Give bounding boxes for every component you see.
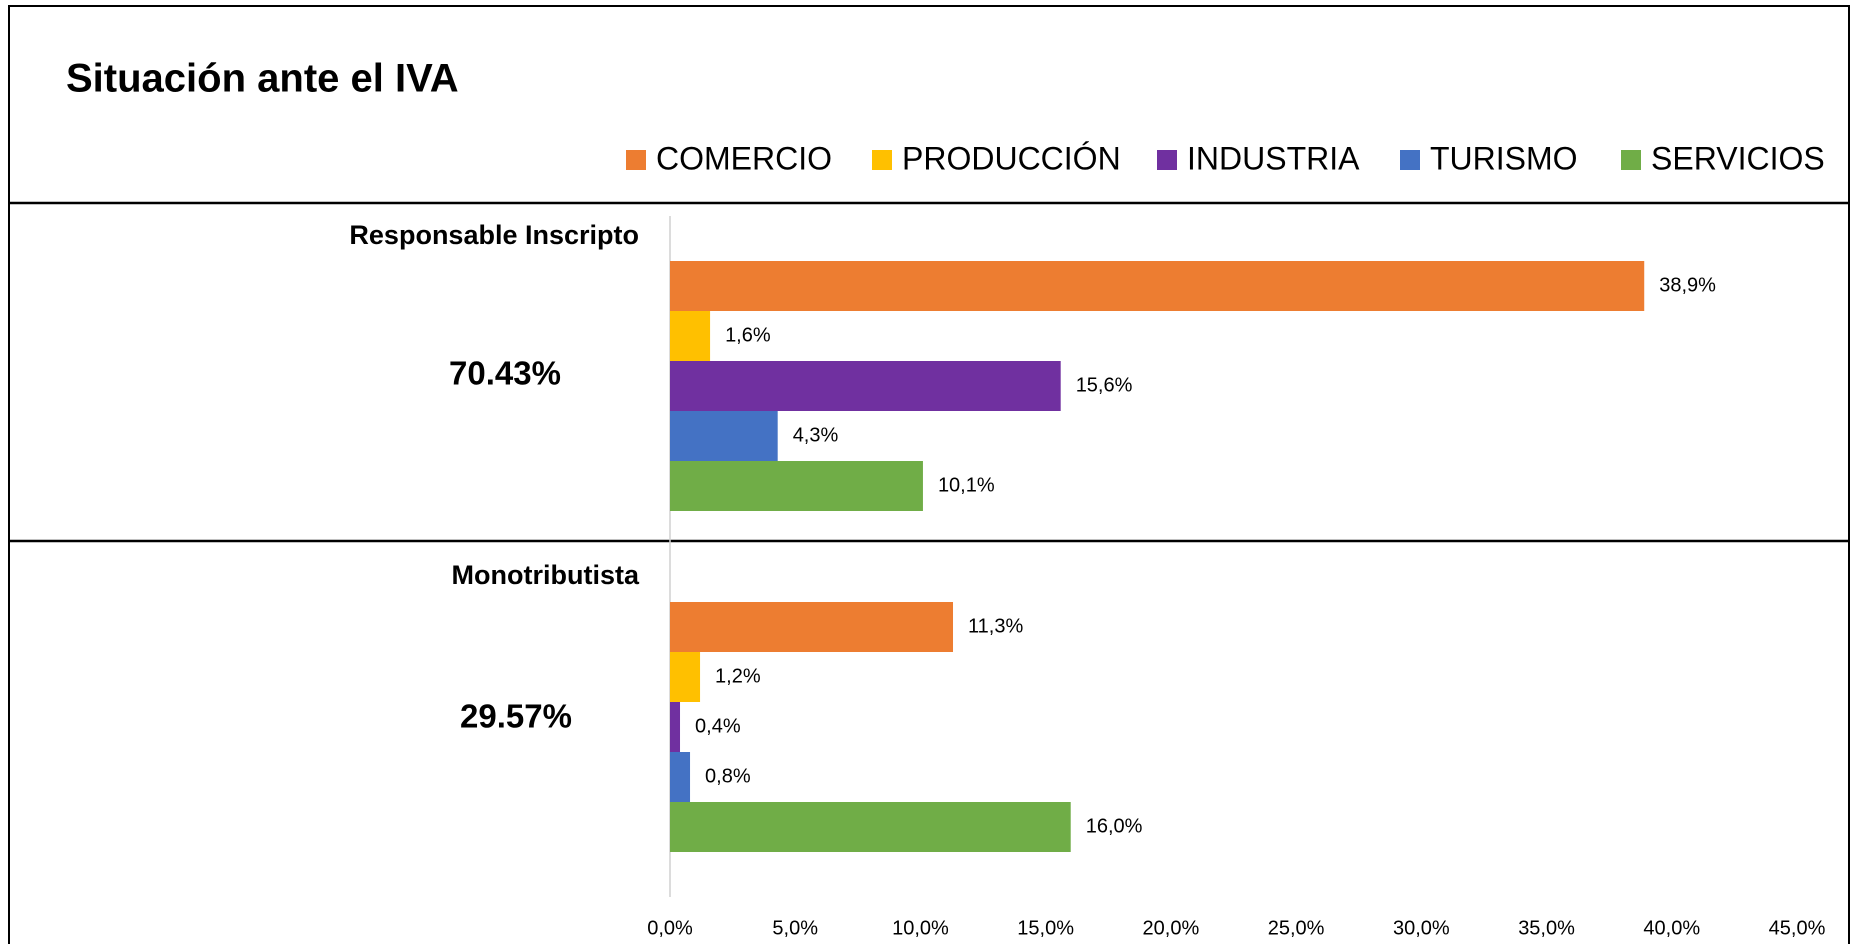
bar	[670, 652, 701, 702]
annotation: 70.43%	[449, 355, 561, 392]
legend-swatch	[872, 150, 892, 170]
x-tick-label: 45,0%	[1769, 917, 1826, 939]
x-tick-label: 20,0%	[1143, 917, 1200, 939]
x-tick-label: 40,0%	[1643, 917, 1700, 939]
value-label: 38,9%	[1659, 274, 1716, 296]
bar	[670, 261, 1645, 311]
bar	[670, 802, 1071, 852]
legend-label: TURISMO	[1430, 140, 1578, 176]
legend-swatch	[1400, 150, 1420, 170]
x-tick-label: 35,0%	[1518, 917, 1575, 939]
legend-label: SERVICIOS	[1651, 140, 1825, 176]
value-label: 16,0%	[1086, 815, 1143, 837]
bar	[670, 461, 923, 511]
category-label: Responsable Inscripto	[349, 220, 639, 250]
legend-label: COMERCIO	[656, 140, 832, 176]
bar	[670, 411, 778, 461]
bar	[670, 702, 681, 752]
x-tick-label: 25,0%	[1268, 917, 1325, 939]
value-label: 0,8%	[705, 765, 751, 787]
bar	[670, 311, 711, 361]
value-label: 1,6%	[725, 324, 771, 346]
category-label: Monotributista	[452, 560, 640, 590]
bar	[670, 361, 1061, 411]
x-tick-label: 10,0%	[892, 917, 949, 939]
value-label: 15,6%	[1076, 374, 1133, 396]
chart-title: Situación ante el IVA	[66, 57, 459, 101]
value-label: 10,1%	[938, 474, 995, 496]
x-tick-label: 0,0%	[647, 917, 693, 939]
legend-label: PRODUCCIÓN	[902, 140, 1121, 176]
annotation: 29.57%	[460, 698, 572, 735]
value-label: 4,3%	[793, 424, 839, 446]
bar	[670, 752, 691, 802]
bar	[670, 602, 954, 652]
x-tick-label: 30,0%	[1393, 917, 1450, 939]
legend-swatch	[1157, 150, 1177, 170]
value-label: 0,4%	[695, 715, 741, 737]
legend-label: INDUSTRIA	[1187, 140, 1360, 176]
value-label: 11,3%	[968, 615, 1023, 637]
x-tick-label: 15,0%	[1017, 917, 1074, 939]
legend-swatch	[1621, 150, 1641, 170]
x-tick-label: 5,0%	[772, 917, 818, 939]
value-label: 1,2%	[715, 665, 761, 687]
frame	[8, 5, 1850, 944]
legend-swatch	[626, 150, 646, 170]
